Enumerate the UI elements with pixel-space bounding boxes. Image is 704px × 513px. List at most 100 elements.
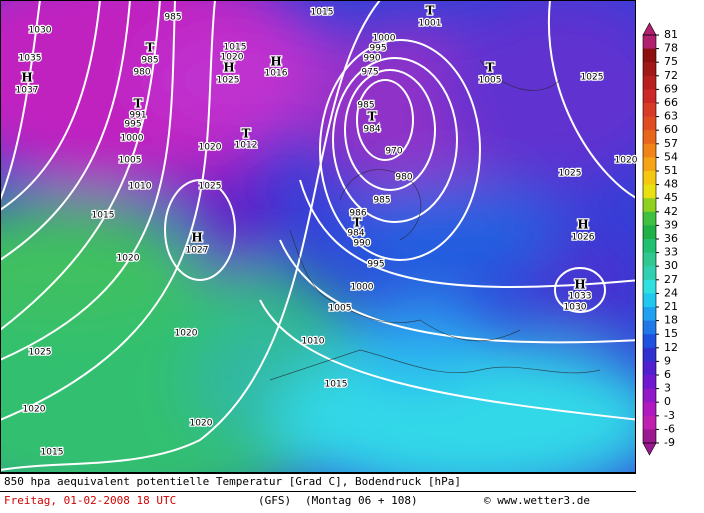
colorbar-band — [643, 62, 656, 77]
colorbar-tick-label: 42 — [664, 205, 678, 218]
isobar-label: 1015 — [92, 211, 115, 221]
colorbar-tick-label: 36 — [664, 232, 678, 245]
isobar-label: 980 — [133, 68, 150, 78]
colorbar-tick-label: 0 — [664, 395, 671, 408]
isobar-label: 1025 — [217, 76, 240, 86]
isobar-label: 1027 — [186, 246, 209, 256]
colorbar-tick-label: 21 — [664, 300, 678, 313]
isobar-label: 985 — [141, 56, 158, 66]
colorbar-tick-label: 30 — [664, 259, 678, 272]
isobar-label: 1015 — [224, 43, 247, 53]
pressure-center: H — [191, 231, 202, 245]
pressure-center: T — [242, 127, 251, 141]
isobar-label: 1026 — [572, 233, 595, 243]
colorbar-band — [643, 279, 656, 294]
map-frame — [0, 0, 636, 473]
isobar-label: 1010 — [129, 182, 152, 192]
colorbar-tick-label: 15 — [664, 327, 678, 340]
isobar-label: 975 — [361, 68, 378, 78]
isobar-label: 1020 — [175, 329, 198, 339]
isobar-label: 991 — [129, 111, 146, 121]
colorbar-band — [643, 48, 656, 63]
isobar-label: 1015 — [41, 448, 64, 458]
isobar-label: 995 — [369, 44, 386, 54]
colorbar-tick-label: 24 — [664, 286, 678, 299]
isobar-label: 1005 — [329, 304, 352, 314]
map-field — [0, 0, 636, 473]
colorbar-band — [643, 75, 656, 90]
isobar-label: 1020 — [190, 419, 213, 429]
isobar-label: 1015 — [311, 8, 334, 18]
isobar-label: 985 — [357, 101, 374, 111]
isobar-label: 1025 — [29, 348, 52, 358]
isobar-label: 1010 — [302, 337, 325, 347]
coastlines — [269, 59, 601, 381]
isobar-label: 1020 — [615, 156, 638, 166]
colorbar-tick-label: 72 — [664, 69, 678, 82]
colorbar-band — [643, 239, 656, 254]
footer-model: (GFS) — [258, 494, 291, 507]
pressure-center: H — [574, 278, 585, 292]
isobar-label: 995 — [367, 260, 384, 270]
isobar-label: 990 — [353, 239, 370, 249]
colorbar-tick-label: 78 — [664, 42, 678, 55]
isobar-label: 984 — [347, 229, 364, 239]
colorbar-band — [643, 293, 656, 308]
pressure-center: T — [486, 61, 495, 75]
isobar-label: 985 — [164, 13, 181, 23]
footer-run: (Montag 06 + 108) — [305, 494, 418, 507]
isobar-label: 1035 — [19, 54, 42, 64]
colorbar-band — [643, 361, 656, 376]
pressure-center: T — [146, 41, 155, 55]
colorbar-tick-label: 39 — [664, 218, 678, 231]
isobars — [0, 0, 636, 471]
colorbar-band — [643, 103, 656, 118]
isobar-label: 1025 — [581, 73, 604, 83]
colorbar-band — [643, 252, 656, 267]
isobar-label: 1025 — [199, 182, 222, 192]
colorbar-band — [643, 116, 656, 131]
colorbar-band — [643, 402, 656, 417]
colorbar-band — [643, 415, 656, 430]
footer-title: 850 hpa aequivalent potentielle Temperat… — [4, 475, 461, 488]
isobar-label: 986 — [349, 209, 366, 219]
isobar-label: 995 — [124, 120, 141, 130]
isobar-label: 1020 — [117, 254, 140, 264]
isobar-label: 1005 — [119, 156, 142, 166]
isobar-label: 970 — [385, 147, 402, 157]
colorbar-tick-label: 18 — [664, 314, 678, 327]
colorbar-tick-label: 9 — [664, 354, 671, 367]
footer-site: © www.wetter3.de — [484, 494, 590, 507]
isobar-label: 1012 — [235, 141, 258, 151]
colorbar-band — [643, 347, 656, 362]
colorbar-band — [643, 157, 656, 172]
colorbar-band — [643, 171, 656, 186]
colorbar-tick-label: 27 — [664, 273, 678, 286]
colorbar-tick-label: 6 — [664, 368, 671, 381]
isobar-label: 1000 — [121, 134, 144, 144]
isobar-label: 1015 — [325, 380, 348, 390]
colorbar-tick-label: -6 — [664, 422, 675, 435]
colorbar-band — [643, 429, 656, 444]
colorbar-tick-label: 54 — [664, 150, 678, 163]
colorbar-band — [643, 266, 656, 281]
pressure-center: T — [134, 97, 143, 111]
isobar-label: 1000 — [351, 283, 374, 293]
isobar-label: 984 — [363, 125, 380, 135]
colorbar-tick-label: -3 — [664, 409, 675, 422]
isobar-label: 1000 — [373, 34, 396, 44]
colorbar-band — [643, 130, 656, 145]
colorbar-band — [643, 89, 656, 104]
colorbar-tick-label: 48 — [664, 178, 678, 191]
isobar-label: 1033 — [569, 292, 592, 302]
colorbar-band — [643, 225, 656, 240]
colorbar-band — [643, 211, 656, 226]
pressure-center: T — [368, 110, 377, 124]
isobar-label: 980 — [395, 173, 412, 183]
isobar-label: 1020 — [23, 405, 46, 415]
colorbar-band — [643, 388, 656, 403]
colorbar-band — [643, 307, 656, 322]
colorbar-arrow — [642, 442, 657, 456]
colorbar-tick-label: 69 — [664, 82, 678, 95]
